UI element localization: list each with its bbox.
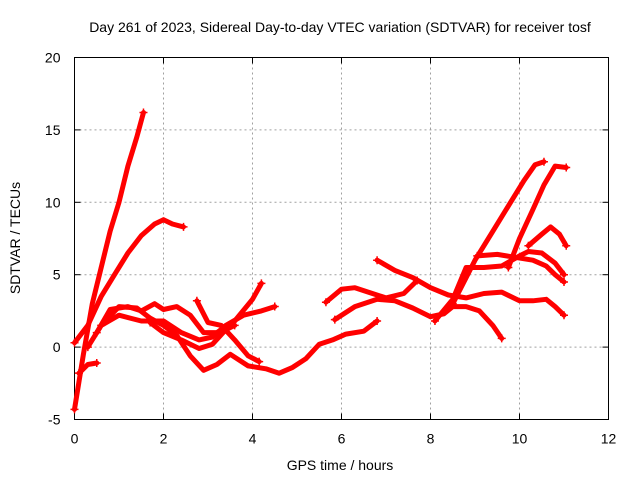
x-tick-label: 2 bbox=[160, 431, 168, 447]
plus-marker bbox=[192, 296, 201, 305]
plus-marker bbox=[504, 263, 513, 272]
series-s12 bbox=[430, 249, 568, 326]
series-s5 bbox=[97, 304, 382, 376]
series-group bbox=[70, 108, 571, 414]
series-s14 bbox=[448, 157, 548, 308]
series-s8 bbox=[146, 318, 239, 351]
plus-marker bbox=[448, 299, 457, 308]
series-line bbox=[505, 163, 569, 270]
series-line bbox=[474, 251, 567, 285]
y-axis-label: SDTVAR / TECUs bbox=[7, 182, 23, 294]
x-tick-label: 6 bbox=[338, 431, 346, 447]
series-s4 bbox=[83, 302, 279, 352]
series-s7 bbox=[192, 296, 264, 366]
series-line bbox=[98, 304, 380, 376]
series-line bbox=[72, 217, 186, 346]
y-axis: -5 0 5 10 15 20 bbox=[45, 50, 609, 428]
plus-marker bbox=[270, 302, 279, 311]
y-tick-label: 10 bbox=[45, 194, 61, 210]
y-tick-label: 0 bbox=[53, 339, 61, 355]
series-s10 bbox=[330, 296, 506, 343]
chart-title: Day 261 of 2023, Sidereal Day-to-day VTE… bbox=[89, 19, 591, 35]
plus-marker bbox=[97, 321, 106, 330]
y-tick-label: 5 bbox=[53, 267, 61, 283]
plus-marker bbox=[70, 405, 79, 414]
y-tick-label: 20 bbox=[45, 50, 61, 66]
plus-marker bbox=[330, 315, 339, 324]
plus-marker bbox=[257, 279, 266, 288]
series-s2 bbox=[70, 217, 188, 347]
series-s1 bbox=[70, 108, 148, 414]
plus-marker bbox=[373, 317, 382, 326]
plus-marker bbox=[70, 338, 79, 347]
plus-marker bbox=[255, 357, 264, 366]
plus-marker bbox=[373, 256, 382, 265]
plus-marker bbox=[92, 359, 101, 368]
plus-marker bbox=[139, 108, 148, 117]
plus-marker bbox=[321, 298, 330, 307]
series-line bbox=[450, 159, 547, 307]
grid bbox=[74, 57, 609, 420]
y-tick-label: 15 bbox=[45, 122, 61, 138]
x-tick-label: 8 bbox=[427, 431, 435, 447]
plus-marker bbox=[74, 369, 83, 378]
series-line bbox=[85, 304, 278, 350]
series-line bbox=[147, 320, 238, 351]
series-line bbox=[194, 298, 262, 365]
x-axis-label: GPS time / hours bbox=[287, 457, 394, 473]
x-axis: 0 2 4 6 8 10 12 bbox=[71, 57, 617, 447]
x-tick-label: 0 bbox=[71, 431, 79, 447]
series-line bbox=[323, 278, 420, 305]
plus-marker bbox=[539, 157, 548, 166]
plus-marker bbox=[560, 270, 568, 279]
series-line bbox=[525, 224, 569, 249]
series-s11 bbox=[373, 256, 568, 320]
series-line bbox=[374, 257, 567, 318]
y-tick-label: -5 bbox=[48, 412, 61, 428]
plus-marker bbox=[179, 222, 188, 231]
x-tick-label: 10 bbox=[512, 431, 528, 447]
series-line bbox=[432, 249, 567, 324]
plus-marker bbox=[146, 318, 155, 327]
x-tick-label: 12 bbox=[601, 431, 617, 447]
plus-marker bbox=[230, 321, 239, 330]
series-s15 bbox=[504, 163, 571, 272]
plus-marker bbox=[83, 343, 92, 352]
x-tick-label: 4 bbox=[249, 431, 257, 447]
plus-marker bbox=[562, 163, 571, 172]
plus-marker bbox=[497, 334, 506, 343]
plus-marker bbox=[560, 277, 568, 286]
plus-marker bbox=[560, 311, 568, 320]
plus-marker bbox=[430, 317, 439, 326]
series-s6 bbox=[74, 359, 101, 378]
series-s16 bbox=[524, 224, 571, 250]
series-line bbox=[72, 110, 146, 412]
plus-marker bbox=[562, 241, 571, 250]
plus-marker bbox=[524, 241, 533, 250]
